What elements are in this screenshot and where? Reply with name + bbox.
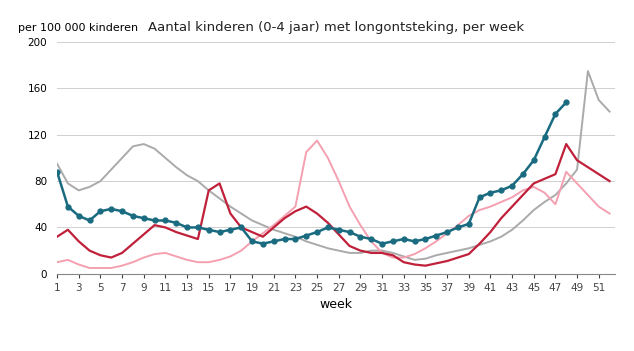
X-axis label: week: week (320, 298, 353, 311)
Legend: 2019, 2021, 2022, 2023: 2019, 2021, 2022, 2023 (157, 345, 515, 351)
Text: per 100 000 kinderen: per 100 000 kinderen (18, 23, 138, 33)
Title: Aantal kinderen (0-4 jaar) met longontsteking, per week: Aantal kinderen (0-4 jaar) met longontst… (148, 21, 524, 34)
